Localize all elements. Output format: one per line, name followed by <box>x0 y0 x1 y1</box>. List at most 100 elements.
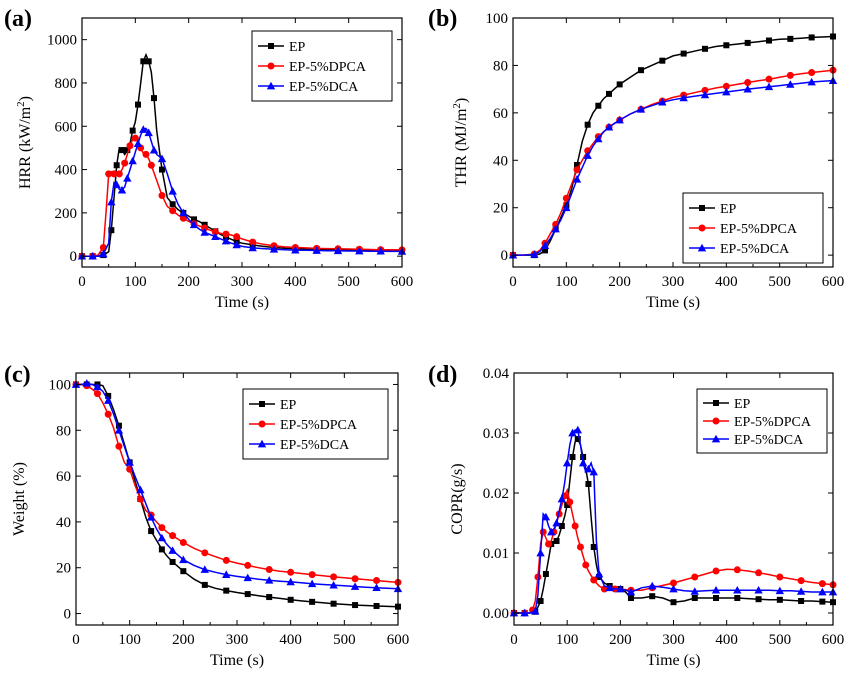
data-point <box>582 561 590 569</box>
data-point <box>562 203 571 212</box>
data-point <box>147 161 155 169</box>
data-point <box>136 495 144 503</box>
data-point <box>571 522 579 530</box>
data-point <box>133 139 143 147</box>
data-point <box>135 101 141 108</box>
data-point <box>125 458 134 466</box>
y-tick-label: 800 <box>55 76 78 92</box>
data-point <box>140 58 147 65</box>
data-point <box>124 147 131 154</box>
data-point <box>179 555 188 564</box>
data-point <box>797 577 805 585</box>
data-point <box>584 121 591 128</box>
data-point <box>265 576 274 584</box>
legend-marker <box>713 400 719 406</box>
x-axis-title: Time (s) <box>646 294 700 311</box>
data-point <box>573 166 581 174</box>
data-point <box>764 82 774 91</box>
data-point <box>553 538 560 544</box>
chart-panel-4: (d) 0 100 200 300 400 500 600 0.00 0.01 0.02 0.03 0.… <box>428 362 844 669</box>
legend-marker <box>697 243 707 252</box>
x-tick-label: 200 <box>609 632 632 648</box>
data-point <box>200 565 209 573</box>
data-point <box>93 382 102 391</box>
data-point <box>248 243 257 252</box>
y-tick-label: 80 <box>56 423 71 439</box>
data-point <box>201 581 208 588</box>
data-point <box>539 528 547 536</box>
panel-label: (a) <box>4 6 32 32</box>
y-tick-label: 20 <box>56 561 71 577</box>
data-point <box>605 583 614 592</box>
y-tick-label: 100 <box>486 11 509 27</box>
data-point <box>373 602 380 609</box>
data-point <box>702 45 708 52</box>
legend-marker <box>266 81 276 90</box>
y-axis-title: COPR(g/s) <box>449 463 466 534</box>
data-point <box>691 573 699 581</box>
y-axis-title: HRR (kW/m2) <box>15 96 34 189</box>
data-point <box>201 224 209 232</box>
data-point <box>787 35 794 42</box>
y-axis-title-main: COPR(g/s) <box>449 463 466 534</box>
legend-marker <box>698 224 706 232</box>
data-point <box>536 548 545 557</box>
data-point <box>158 192 166 200</box>
data-point <box>569 454 576 460</box>
legend-marker <box>699 205 705 211</box>
data-point <box>744 79 752 87</box>
data-point <box>112 180 121 189</box>
x-tick-label: 500 <box>333 632 356 648</box>
data-point <box>158 546 165 553</box>
data-point <box>585 481 592 487</box>
data-point <box>179 208 188 217</box>
data-point <box>221 236 231 245</box>
data-point <box>88 251 97 260</box>
data-point <box>818 580 826 588</box>
x-tick-label: 200 <box>177 274 200 290</box>
data-point <box>545 540 553 548</box>
data-point <box>82 379 91 387</box>
data-point <box>562 194 570 202</box>
data-point <box>557 494 567 503</box>
data-point <box>594 134 603 143</box>
data-point <box>200 228 209 236</box>
x-tick-label: 0 <box>509 274 517 290</box>
data-point <box>744 39 751 46</box>
data-point <box>775 586 785 595</box>
series-line <box>513 79 834 256</box>
y-tick-label: 100 <box>49 377 72 393</box>
legend-entry: EP-5%DPCA <box>734 415 812 430</box>
y-axis-title: THR (MJ/m2) <box>451 98 470 188</box>
y-tick-label: 40 <box>493 153 508 169</box>
data-point <box>711 586 721 594</box>
x-axis-title: Time (s) <box>646 652 700 669</box>
data-point <box>104 410 112 418</box>
x-tick-label: 600 <box>391 274 414 290</box>
x-tick-label: 300 <box>662 632 685 648</box>
data-point <box>679 93 688 102</box>
data-point <box>594 569 604 578</box>
x-tick-label: 400 <box>715 632 738 648</box>
data-point <box>743 84 752 93</box>
data-point <box>589 467 598 476</box>
data-point <box>157 154 167 163</box>
y-tick-label: 0.00 <box>483 606 509 622</box>
panel-label: (b) <box>428 6 457 32</box>
data-point <box>180 568 187 575</box>
y-tick-label: 0.02 <box>483 486 509 502</box>
data-point <box>211 228 219 236</box>
data-point <box>615 115 624 124</box>
x-tick-label: 500 <box>769 632 792 648</box>
x-tick-label: 600 <box>387 632 410 648</box>
y-axis-title-sup: 2 <box>15 101 27 107</box>
data-point <box>376 246 385 255</box>
x-tick-label: 100 <box>124 274 147 290</box>
data-point <box>649 593 656 600</box>
legend-marker <box>258 420 266 428</box>
data-point <box>169 559 176 565</box>
data-point <box>287 568 295 576</box>
data-point <box>776 573 784 581</box>
panel-label: (c) <box>4 362 31 388</box>
data-point <box>108 227 115 234</box>
